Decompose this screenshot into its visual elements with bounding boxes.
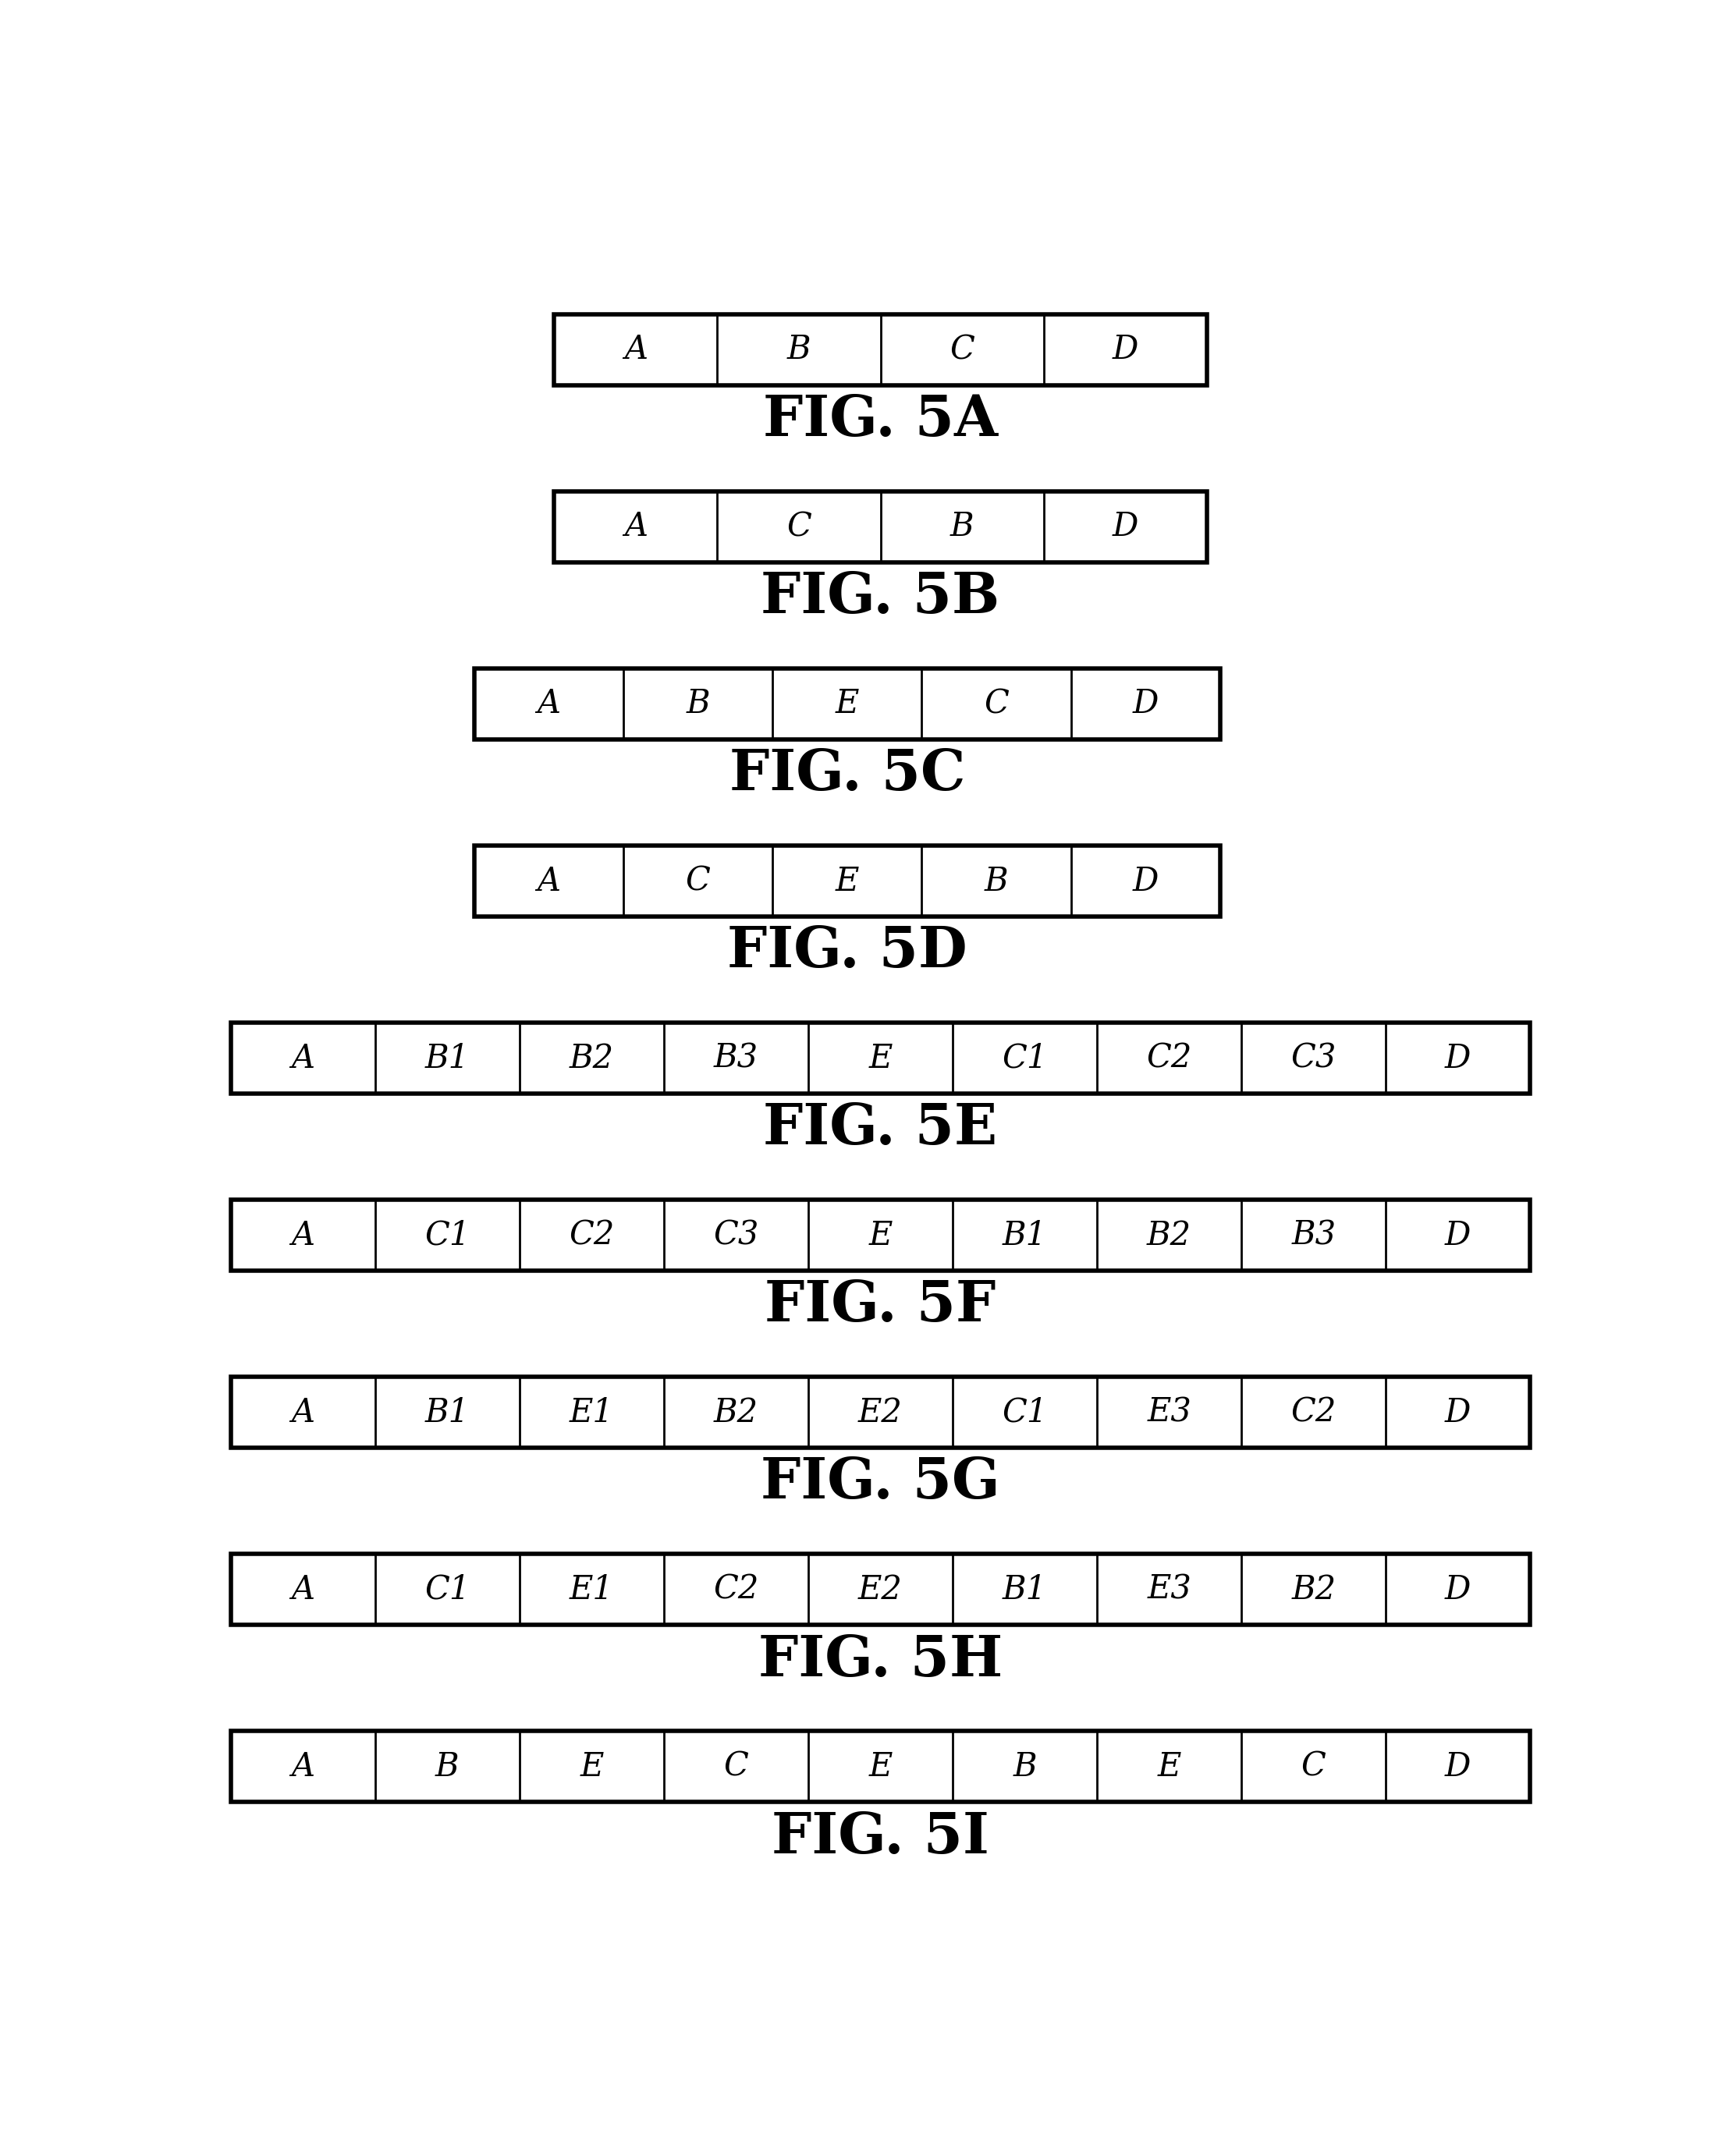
Text: B2: B2 [713,1395,758,1429]
Text: E: E [869,1751,892,1783]
Text: C: C [950,334,974,367]
Text: C2: C2 [1290,1395,1337,1429]
Text: C1: C1 [424,1218,471,1253]
Text: FIG. 5A: FIG. 5A [763,392,998,448]
Text: B1: B1 [424,1041,469,1074]
Text: B3: B3 [713,1041,758,1074]
Text: C2: C2 [1146,1041,1192,1074]
Text: E: E [835,688,859,720]
Text: E: E [1158,1751,1180,1783]
Bar [230,1378,1531,1447]
Text: E2: E2 [859,1395,902,1429]
Text: C: C [685,865,711,897]
Text: D: D [1132,865,1158,897]
Text: A: A [538,865,560,897]
Text: D: D [1445,1395,1471,1429]
Text: C2: C2 [713,1574,759,1606]
Text: A: A [624,334,648,367]
Text: E1: E1 [569,1395,613,1429]
Text: B2: B2 [569,1041,613,1074]
Text: E: E [581,1751,603,1783]
Text: A: A [538,688,560,720]
Bar [474,668,1220,740]
Text: B2: B2 [1292,1574,1337,1606]
Text: D: D [1445,1218,1471,1253]
Text: D: D [1112,511,1137,543]
Text: B: B [1014,1751,1036,1783]
Text: FIG. 5H: FIG. 5H [758,1632,1003,1688]
Text: FIG. 5B: FIG. 5B [761,569,1000,625]
Text: C: C [1301,1751,1326,1783]
Text: D: D [1445,1041,1471,1074]
Text: B: B [984,865,1008,897]
Text: A: A [292,1395,314,1429]
Text: B3: B3 [1292,1218,1337,1253]
Text: A: A [624,511,648,543]
Text: D: D [1112,334,1137,367]
Text: C3: C3 [1290,1041,1337,1074]
Text: C2: C2 [569,1218,615,1253]
Text: FIG. 5F: FIG. 5F [765,1279,996,1332]
Text: FIG. 5I: FIG. 5I [771,1809,990,1865]
Text: D: D [1445,1751,1471,1783]
Text: B1: B1 [424,1395,469,1429]
Text: D: D [1132,688,1158,720]
Text: D: D [1445,1574,1471,1606]
Text: E3: E3 [1148,1574,1192,1606]
Text: FIG. 5C: FIG. 5C [728,746,966,802]
Bar [230,1022,1531,1093]
Text: A: A [292,1574,314,1606]
Text: B: B [787,334,811,367]
Bar [230,1199,1531,1270]
Text: A: A [292,1218,314,1253]
Text: B: B [435,1751,459,1783]
Text: B1: B1 [1003,1218,1048,1253]
Text: A: A [292,1041,314,1074]
Text: C1: C1 [1002,1041,1048,1074]
Text: FIG. 5G: FIG. 5G [761,1455,1000,1511]
Text: B: B [685,688,710,720]
Text: C: C [723,1751,749,1783]
Text: B1: B1 [1003,1574,1048,1606]
Text: E3: E3 [1148,1395,1192,1429]
Bar [555,492,1206,563]
Bar [230,1731,1531,1802]
Text: E1: E1 [569,1574,613,1606]
Text: C3: C3 [713,1218,759,1253]
Text: B2: B2 [1148,1218,1192,1253]
Text: E: E [835,865,859,897]
Text: C: C [787,511,811,543]
Text: C1: C1 [424,1574,471,1606]
Bar [474,845,1220,916]
Text: E: E [869,1041,892,1074]
Text: E: E [869,1218,892,1253]
Text: B: B [950,511,974,543]
Text: FIG. 5E: FIG. 5E [763,1102,998,1156]
Text: A: A [292,1751,314,1783]
Bar [555,315,1206,386]
Text: C1: C1 [1002,1395,1048,1429]
Text: E2: E2 [859,1574,902,1606]
Text: FIG. 5D: FIG. 5D [727,925,967,979]
Text: C: C [984,688,1008,720]
Bar [230,1554,1531,1626]
